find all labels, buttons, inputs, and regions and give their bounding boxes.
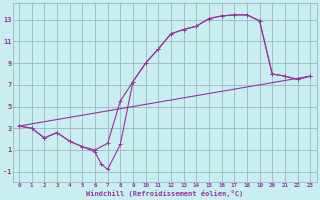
X-axis label: Windchill (Refroidissement éolien,°C): Windchill (Refroidissement éolien,°C): [86, 190, 243, 197]
